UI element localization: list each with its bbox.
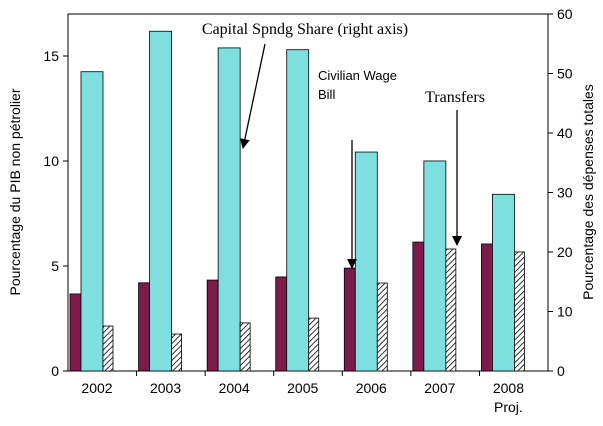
bar (412, 241, 425, 372)
bar (514, 251, 525, 372)
bar (206, 279, 219, 372)
y2-tick-label: 30 (557, 185, 573, 201)
x-tick-label: 2006 (356, 380, 387, 396)
bar (354, 151, 378, 372)
y2-axis-label: Pourcentage des dépenses totales (580, 84, 596, 300)
bar (308, 317, 320, 372)
arrow (239, 43, 266, 149)
annotation: Capital Spndg Share (right axis) (202, 21, 408, 38)
bar (275, 276, 288, 372)
y2-tick-label: 20 (557, 244, 573, 260)
bar (69, 293, 82, 372)
annotation: Civilian Wage (318, 68, 397, 83)
x-tick-label: 2008 (493, 380, 524, 396)
bar (80, 71, 104, 372)
bar (217, 47, 241, 372)
x-tick-label: 2007 (424, 380, 455, 396)
y2-tick-label: 60 (557, 6, 573, 22)
bar (423, 160, 447, 372)
bar (286, 49, 310, 372)
annotation: Transfers (425, 89, 485, 106)
x-tick-label: 2002 (81, 380, 112, 396)
bar (481, 243, 493, 372)
y2-tick-label: 10 (557, 304, 573, 320)
y-tick-label: 10 (43, 153, 59, 169)
y-tick-label: 15 (43, 48, 59, 64)
bar (376, 282, 388, 372)
x-tick-label: 2004 (219, 380, 250, 396)
y-axis-label: Pourcentage du PIB non pétrolier (7, 88, 23, 295)
x-tick-label: 2003 (150, 380, 181, 396)
bar (492, 193, 515, 372)
bar (343, 267, 356, 372)
bar (149, 30, 172, 372)
y2-tick-label: 40 (557, 125, 573, 141)
bar (102, 325, 114, 372)
y2-tick-label: 50 (557, 66, 573, 82)
x-tick-label: 2005 (287, 380, 318, 396)
y-tick-label: 0 (51, 363, 59, 379)
annotation: Bill (318, 87, 335, 102)
y2-tick-label: 0 (557, 363, 565, 379)
bar (239, 322, 251, 372)
y-tick-label: 5 (51, 258, 59, 274)
category-note: Proj. (494, 399, 523, 415)
bar (138, 282, 150, 372)
bar (171, 333, 182, 372)
bar (445, 248, 457, 372)
